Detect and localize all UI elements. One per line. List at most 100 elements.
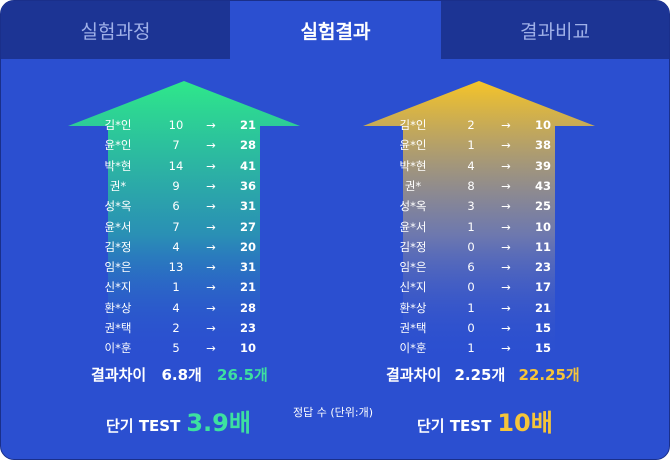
right-short-label: 단기 TEST [417, 417, 492, 435]
participant-name: 박*현 [399, 158, 427, 173]
arrow-right-icon: → [501, 239, 511, 254]
participant-name: 김*인 [104, 118, 132, 132]
score-before: 3 [467, 199, 475, 214]
score-row: 이*훈 1 → 15 [363, 339, 595, 357]
participant-name: 임*은 [399, 260, 427, 275]
score-after: 11 [534, 239, 551, 254]
arrow-right-icon: → [501, 199, 511, 214]
score-after: 10 [534, 219, 551, 234]
score-row: 권*택 2 → 23 [68, 319, 300, 337]
score-before: 9 [172, 178, 180, 193]
score-after: 15 [534, 341, 551, 356]
right-short-test: 단기 TEST 10배 [417, 403, 553, 438]
arrow-right-icon: → [206, 300, 216, 315]
right-short-value: 10배 [497, 409, 553, 437]
arrow-right-icon: → [501, 118, 511, 132]
arrow-right-icon: → [501, 158, 511, 173]
score-after: 27 [239, 219, 256, 234]
score-after: 23 [239, 321, 256, 335]
score-row: 신*지 1 → 21 [68, 278, 300, 296]
arrow-right-icon: → [206, 341, 216, 356]
score-row: 임*은 6 → 23 [363, 258, 595, 276]
arrow-right-icon: → [501, 138, 511, 153]
arrow-right-icon: → [206, 219, 216, 234]
score-after: 39 [534, 158, 551, 173]
left-diff-before: 6.8개 [161, 366, 202, 384]
participant-name: 윤*인 [399, 138, 427, 153]
participant-name: 신*지 [399, 280, 427, 295]
arrow-right-icon: → [206, 118, 216, 132]
tab-experiment-result[interactable]: 실험결과 [230, 1, 441, 59]
score-after: 31 [239, 260, 256, 275]
score-before: 4 [172, 239, 180, 254]
left-short-value: 3.9배 [186, 409, 251, 437]
score-before: 1 [467, 219, 475, 234]
score-after: 28 [239, 138, 256, 153]
participant-name: 신*지 [104, 280, 132, 295]
score-row: 권*택 0 → 15 [363, 319, 595, 337]
score-row: 박*현 4 → 39 [363, 157, 595, 175]
score-before: 0 [467, 239, 475, 254]
participant-name: 권* [109, 178, 127, 193]
participant-name: 성*옥 [399, 199, 427, 214]
arrow-right-icon: → [206, 178, 216, 193]
score-before: 2 [172, 321, 180, 335]
participant-name: 김*인 [399, 118, 427, 132]
score-before: 6 [467, 260, 475, 275]
participant-name: 윤*인 [104, 138, 132, 153]
arrow-right-icon: → [501, 260, 511, 275]
participant-name: 임*은 [104, 260, 132, 275]
score-row: 이*훈 5 → 10 [68, 339, 300, 357]
participant-name: 김*정 [399, 239, 427, 254]
tab-bar: 실험과정 실험결과 결과비교 [1, 1, 669, 59]
participant-name: 환*상 [399, 300, 427, 315]
score-row: 김*정 4 → 20 [68, 238, 300, 256]
left-diff-label: 결과차이 [91, 366, 147, 384]
score-before: 14 [168, 158, 184, 173]
arrow-right-icon: → [206, 260, 216, 275]
score-row: 김*정 0 → 11 [363, 238, 595, 256]
score-before: 4 [172, 300, 180, 315]
participant-name: 김*정 [104, 239, 132, 254]
score-row: 박*현 14 → 41 [68, 157, 300, 175]
score-before: 1 [467, 138, 475, 153]
score-after: 10 [239, 341, 256, 356]
participant-name: 윤*서 [399, 219, 427, 234]
score-after: 21 [239, 118, 256, 132]
arrow-right-icon: → [206, 239, 216, 254]
score-before: 4 [467, 158, 475, 173]
score-row: 성*옥 6 → 31 [68, 197, 300, 215]
score-after: 10 [534, 118, 551, 132]
score-row: 신*지 0 → 17 [363, 278, 595, 296]
arrow-right-icon: → [501, 178, 511, 193]
right-diff-after: 22.25개 [518, 366, 580, 384]
score-row: 김*인 2 → 10 [363, 116, 595, 134]
score-row: 김*인 10 → 21 [68, 116, 300, 134]
participant-name: 권*택 [399, 321, 427, 335]
score-after: 15 [534, 321, 551, 335]
score-row: 윤*서 7 → 27 [68, 218, 300, 236]
score-before: 2 [467, 118, 475, 132]
arrow-right-icon: → [501, 341, 511, 356]
score-row: 환*상 1 → 21 [363, 299, 595, 317]
score-after: 25 [534, 199, 551, 214]
score-before: 0 [467, 321, 475, 335]
score-row: 권* 8 → 43 [363, 177, 595, 195]
score-after: 43 [534, 178, 551, 193]
score-after: 17 [534, 280, 551, 295]
right-diff-label: 결과차이 [386, 366, 442, 384]
arrow-right-icon: → [206, 158, 216, 173]
tab-experiment-process[interactable]: 실험과정 [80, 20, 151, 43]
score-before: 10 [168, 118, 184, 132]
score-before: 1 [172, 280, 180, 295]
unit-note: 정답 수 (단위:개) [292, 406, 373, 419]
participant-name: 이*훈 [399, 341, 427, 356]
score-after: 38 [534, 138, 551, 153]
right-up-arrow-icon [363, 81, 595, 361]
score-after: 20 [239, 239, 256, 254]
tab-result-compare[interactable]: 결과비교 [520, 20, 590, 43]
score-row: 윤*서 1 → 10 [363, 218, 595, 236]
score-before: 1 [467, 300, 475, 315]
arrow-right-icon: → [501, 219, 511, 234]
